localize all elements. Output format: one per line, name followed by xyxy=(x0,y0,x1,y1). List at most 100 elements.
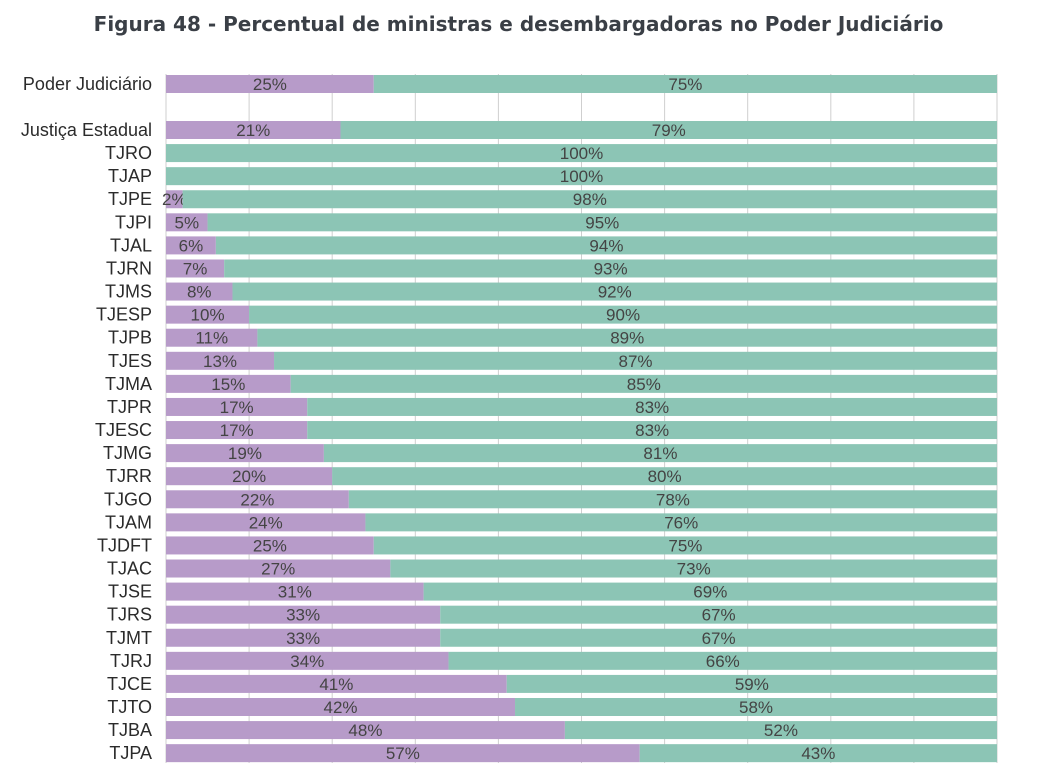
bar-segment xyxy=(166,628,441,647)
bar-segment xyxy=(166,444,324,463)
bar-segment xyxy=(365,513,997,532)
data-label: 19% xyxy=(228,444,262,463)
bar-segment xyxy=(340,121,997,139)
bar-segment xyxy=(290,374,997,393)
category-label: TJPB xyxy=(108,328,152,348)
category-label: TJMS xyxy=(105,282,152,302)
bar-segment xyxy=(166,351,275,370)
category-label: Poder Judiciário xyxy=(23,74,152,94)
category-label: TJMT xyxy=(106,628,152,648)
data-label: 79% xyxy=(652,121,686,140)
bar-segment xyxy=(166,144,997,163)
data-label: 100% xyxy=(560,167,603,186)
bar-segment xyxy=(182,190,997,209)
data-label: 34% xyxy=(290,652,324,671)
category-label: TJAL xyxy=(110,235,152,255)
category-label: TJSE xyxy=(108,582,152,602)
bar-segment xyxy=(166,213,208,232)
bar-segment xyxy=(215,236,998,255)
data-label: 93% xyxy=(594,259,628,278)
data-label: 11% xyxy=(195,329,228,348)
bar-segment xyxy=(332,467,997,486)
data-label: 75% xyxy=(668,75,702,94)
data-label: 15% xyxy=(211,375,245,394)
bar-segment xyxy=(166,490,349,509)
data-label: 25% xyxy=(253,75,287,94)
data-label: 25% xyxy=(253,536,287,555)
data-label: 17% xyxy=(220,421,254,440)
bar-segment xyxy=(207,213,998,232)
data-label: 66% xyxy=(706,652,740,671)
category-label: TJMG xyxy=(103,443,152,463)
data-label: 85% xyxy=(627,375,661,394)
data-label: 2% xyxy=(162,190,187,209)
data-label: 42% xyxy=(323,698,357,717)
bar-segment xyxy=(166,513,366,532)
bar-segment xyxy=(166,75,374,93)
category-label: TJES xyxy=(108,351,152,371)
bar-segment xyxy=(166,259,225,278)
data-label: 48% xyxy=(348,721,382,740)
bar-segment xyxy=(373,536,997,555)
bar-segment xyxy=(166,167,997,186)
bar-segment xyxy=(166,698,516,716)
data-label: 83% xyxy=(635,421,669,440)
data-label: 31% xyxy=(278,583,312,602)
category-label: TJRS xyxy=(107,605,152,625)
bar-segment xyxy=(224,259,998,278)
bar-segment xyxy=(166,282,233,301)
data-label: 33% xyxy=(286,629,320,648)
data-label: 24% xyxy=(249,513,283,532)
category-label: TJRN xyxy=(106,258,152,278)
data-label: 5% xyxy=(174,213,199,232)
data-label: 90% xyxy=(606,306,640,325)
bar-segment xyxy=(515,698,997,716)
category-label: TJRJ xyxy=(110,651,152,671)
bar-segment xyxy=(166,605,441,624)
bar-segment xyxy=(232,282,998,301)
bar-segment xyxy=(166,121,341,139)
bar-segment xyxy=(166,582,424,601)
data-label: 75% xyxy=(668,536,702,555)
category-label: TJGO xyxy=(104,489,152,509)
bar-segment xyxy=(166,305,250,324)
data-label: 95% xyxy=(585,213,619,232)
category-label: TJDFT xyxy=(97,535,152,555)
bar-segment xyxy=(166,674,507,693)
data-label: 100% xyxy=(560,144,603,163)
category-label: TJPE xyxy=(108,189,152,209)
category-label: TJAC xyxy=(107,559,152,579)
bar-segment xyxy=(166,467,333,486)
bar-segment xyxy=(166,559,391,578)
bar-segment xyxy=(249,305,998,324)
bar-segment xyxy=(440,605,998,624)
bar-segment xyxy=(639,744,997,763)
data-label: 89% xyxy=(610,329,644,348)
bar-segment xyxy=(423,582,997,601)
bar-segment xyxy=(166,328,258,347)
bar-segment xyxy=(307,421,997,440)
data-label: 98% xyxy=(573,190,607,209)
data-label: 67% xyxy=(702,606,736,625)
data-label: 80% xyxy=(648,467,682,486)
bar-segment xyxy=(373,75,997,93)
bar-segment xyxy=(506,674,997,693)
data-label: 92% xyxy=(598,283,632,302)
data-label: 27% xyxy=(261,560,295,579)
data-label: 69% xyxy=(693,583,727,602)
bar-segment xyxy=(564,721,997,740)
bar-segment xyxy=(323,444,997,463)
category-label: TJPI xyxy=(115,212,152,232)
category-label: TJRO xyxy=(105,143,152,163)
data-label: 81% xyxy=(643,444,677,463)
data-label: 6% xyxy=(179,236,204,255)
bar-segment xyxy=(166,744,640,763)
data-label: 8% xyxy=(187,283,212,302)
category-label: TJMA xyxy=(105,374,152,394)
data-label: 73% xyxy=(677,560,711,579)
data-label: 87% xyxy=(618,352,652,371)
bar-segment xyxy=(166,236,216,255)
data-label: 20% xyxy=(232,467,266,486)
data-label: 17% xyxy=(220,398,254,417)
